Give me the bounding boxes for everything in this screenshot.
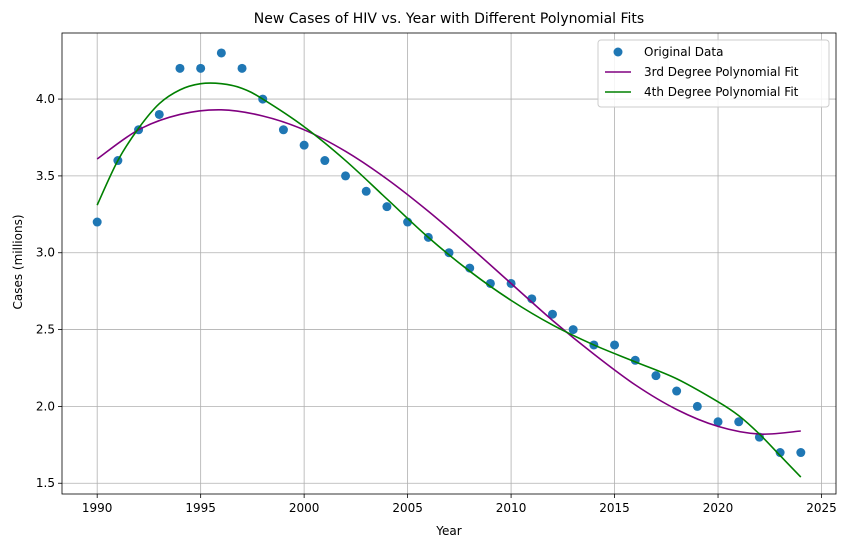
legend-label: 3rd Degree Polynomial Fit [644,65,799,79]
x-tick-label: 1995 [185,501,216,515]
data-point [713,417,723,427]
y-tick-label: 3.0 [36,246,55,260]
x-axis-label: Year [435,524,461,538]
data-point [775,448,785,458]
data-point [320,156,330,166]
x-tick-label: 2025 [806,501,837,515]
data-point [796,448,806,458]
legend: Original Data 3rd Degree Polynomial Fit 4t… [597,39,830,108]
data-point [196,63,206,73]
data-point [672,386,682,396]
legend-box [597,39,830,108]
x-tick-label: 2020 [703,501,734,515]
data-point [154,109,164,119]
legend-label: Original Data [644,45,723,59]
data-point [216,48,226,58]
data-point [361,186,371,196]
y-tick-label: 3.5 [36,169,55,183]
y-tick-label: 1.5 [36,476,55,490]
data-point [278,125,288,135]
data-point [734,417,744,427]
x-tick-label: 1990 [82,501,113,515]
chart-title: New Cases of HIV vs. Year with Different… [254,11,644,27]
series-line-1 [96,109,801,435]
data-point [299,140,309,150]
data-point [568,325,578,335]
data-point [692,401,702,411]
x-tick-label: 2015 [599,501,630,515]
y-tick-label: 4.0 [36,92,55,106]
data-point [237,63,247,73]
data-point [175,63,185,73]
data-point [547,309,557,319]
legend-label: 4th Degree Polynomial Fit [644,85,799,99]
y-axis-label: Cases (millions) [11,214,25,309]
x-tick-label: 2005 [392,501,423,515]
data-point [92,217,102,227]
axes: 1990 1995 2000 2005 2010 2015 2020 2025 1.5 2.0 2.… [36,32,837,515]
data-point [610,340,620,350]
plot-frame [61,32,837,495]
data-point [651,371,661,381]
x-tick-label: 2010 [496,501,527,515]
series-line-2 [96,82,802,478]
plot-area [92,48,806,478]
x-tick-label: 2000 [289,501,320,515]
legend-marker [613,47,623,57]
y-tick-label: 2.5 [36,323,55,337]
data-point [341,171,351,181]
y-tick-label: 2.0 [36,399,55,413]
data-point [382,202,392,212]
data-point [444,248,454,258]
